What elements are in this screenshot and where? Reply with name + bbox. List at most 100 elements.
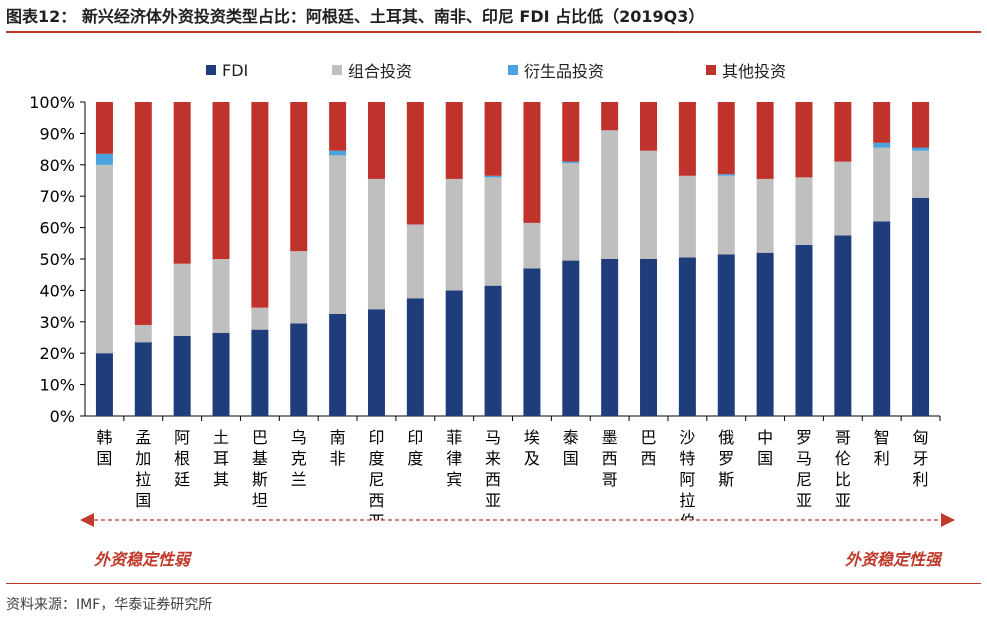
bar-fdi [873,221,891,416]
bar-other [640,102,658,151]
bar-derivatives [717,174,735,176]
x-tick-label: 南非 [330,428,346,468]
legend-swatch-portfolio [332,65,342,75]
legend-swatch-fdi [206,65,216,75]
bar-portfolio [173,263,191,336]
x-tick-label: 阿根廷 [174,428,190,489]
legend-label-fdi: FDI [222,60,249,80]
bar-fdi [795,244,813,416]
legend-swatch-derivatives [508,65,518,75]
bar-portfolio [329,155,347,314]
bar-portfolio [562,163,580,261]
bar-portfolio [912,150,930,198]
bar-fdi [251,329,269,416]
bar-fdi [329,313,347,416]
bar-fdi [912,197,930,416]
bar-other [873,102,891,143]
bar-other [678,102,696,176]
bar-other [251,102,269,308]
x-tick-label: 印度 [407,428,423,468]
bar-other [445,102,463,179]
bar-fdi [640,259,658,416]
bar-other [523,102,541,223]
x-tick-label: 菲律宾 [446,428,462,489]
bar-portfolio [212,259,230,333]
stability-strong-label: 外资稳定性强 [844,550,941,569]
bar-portfolio [601,130,619,259]
bar-portfolio [795,177,813,245]
x-tick-label: 巴西 [641,428,657,468]
x-tick-label: 智利 [874,428,890,468]
bar-other [134,102,152,325]
y-tick-label: 50% [39,250,75,269]
x-tick-label: 墨西哥 [602,428,618,489]
bar-other [834,102,852,162]
stability-arrow [80,513,955,527]
legend-item-portfolio: 组合投资 [332,56,412,84]
bar-portfolio [640,150,658,259]
bar-derivatives [484,175,502,178]
bar-fdi [523,268,541,416]
bar-fdi [134,342,152,416]
stacked-bar-chart: 0% 10% 20% 30% 40% 50% 60% 70% 80% 90% 100% 韩国 孟加拉国 阿… [29,93,941,520]
x-tick-label: 巴基斯坦 [252,428,268,510]
x-tick-label: 中国 [757,428,773,468]
bar-portfolio [406,224,424,299]
bar-other [95,102,113,154]
source-note: 资料来源：IMF，华泰证券研究所 [6,597,213,613]
legend-label-other: 其他投资 [722,62,787,81]
bar-fdi [717,254,735,416]
bar-portfolio [678,175,696,258]
bar-derivatives [873,142,891,148]
y-tick-label: 10% [39,376,75,395]
bar-fdi [173,335,191,416]
x-tick-label: 沙特阿拉伯 [679,428,695,520]
y-tick-label: 80% [39,156,75,175]
bar-other [484,102,502,176]
bar-other [367,102,385,179]
bar-derivatives [912,147,930,151]
bar-portfolio [523,222,541,269]
bar-other [601,102,619,131]
legend-item-other: 其他投资 [706,56,786,84]
legend-item-derivatives: 衍生品投资 [508,56,604,84]
bar-fdi [406,298,424,416]
x-tick-label: 乌克兰 [291,428,307,489]
bar-other [717,102,735,175]
legend-item-fdi: FDI [206,56,248,84]
y-tick-label: 100% [29,93,75,112]
bar-portfolio [756,178,774,253]
y-tick-label: 20% [39,344,75,363]
x-tick-label: 哥伦比亚 [835,428,851,510]
x-tick-label: 罗马尼亚 [796,428,812,510]
bar-portfolio [484,177,502,286]
bar-portfolio [873,147,891,222]
bar-other [756,102,774,179]
bar-fdi [445,290,463,416]
bar-derivatives [329,150,347,156]
bar-fdi [601,259,619,416]
bar-other [795,102,813,178]
bar-other [562,102,580,162]
bar-portfolio [134,324,152,343]
bar-portfolio [717,175,735,255]
bar-other [290,102,308,252]
footer-divider [6,583,981,584]
bar-portfolio [367,178,385,310]
legend-swatch-other [706,65,716,75]
bar-fdi [756,252,774,416]
bar-portfolio [290,251,308,324]
bar-fdi [562,260,580,416]
bar-derivatives [95,153,113,165]
page-title: 图表12： 新兴经济体外资投资类型占比：阿根廷、土耳其、南非、印尼 FDI 占比… [6,7,705,26]
bar-fdi [95,353,113,416]
y-tick-label: 30% [39,313,75,332]
y-tick-label: 60% [39,219,75,238]
bar-portfolio [834,161,852,236]
bar-fdi [484,285,502,416]
x-tick-label: 埃及 [524,428,540,468]
y-tick-label: 0% [50,407,75,426]
x-tick-label: 韩国 [96,428,112,468]
bar-derivatives [562,161,580,164]
x-tick-label: 印度尼西亚 [368,428,384,520]
